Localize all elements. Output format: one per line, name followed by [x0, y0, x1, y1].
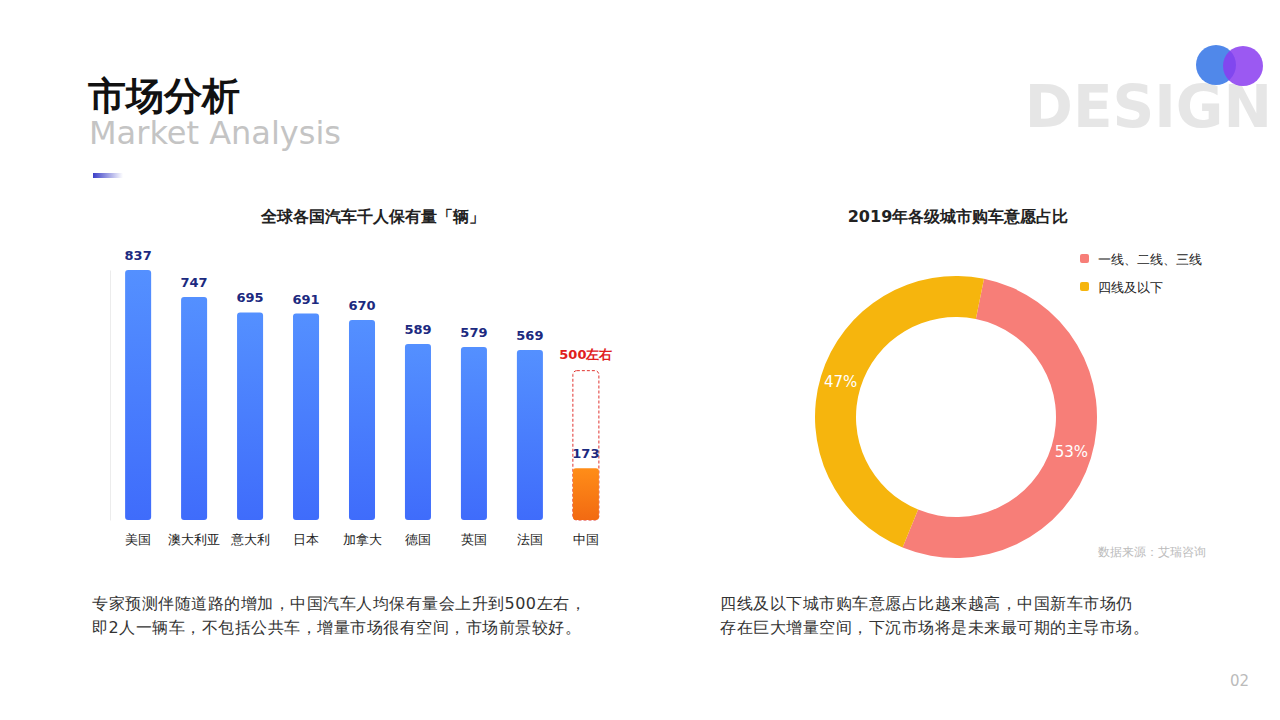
x-tick: 中国: [573, 520, 599, 547]
page-number: 02: [1230, 672, 1249, 690]
bar: [293, 314, 319, 520]
x-tick: 加拿大: [343, 520, 382, 547]
header-accent: [93, 173, 123, 178]
legend-swatch: [1080, 254, 1089, 263]
legend-swatch: [1080, 282, 1089, 291]
data-label: 670: [348, 298, 375, 313]
legend-item: 一线、二线、三线: [1080, 252, 1202, 267]
data-label: 173: [572, 446, 599, 461]
x-tick: 日本: [293, 520, 319, 547]
y-axis-line: [110, 271, 111, 521]
x-tick-label: 法国: [517, 532, 543, 547]
bar: [461, 347, 487, 520]
slice: [903, 279, 1097, 558]
y-axis: [110, 271, 112, 521]
bars: [125, 270, 599, 520]
legend: 一线、二线、三线四线及以下: [1080, 252, 1202, 295]
legend-label: 四线及以下: [1098, 280, 1163, 295]
x-axis: 美国 澳大利亚意大利 日本 加拿大 德国 英国 法国 中国: [125, 520, 599, 547]
slide: DESIGN市场分析Market Analysis全球各国汽车千人保有量「辆」5…: [0, 0, 1280, 720]
slice-label: 47%: [824, 373, 857, 391]
annotation-box: [573, 371, 599, 520]
bar: [405, 344, 431, 520]
data-label: 579: [460, 325, 487, 340]
caption: 即2人一辆车，不包括公共车，增量市场很有空间，市场前景较好。: [92, 618, 581, 637]
x-tick-label: 澳大利亚: [168, 532, 220, 547]
bar: [237, 312, 263, 520]
x-tick: 澳大利亚: [168, 520, 220, 547]
bar: [125, 270, 151, 520]
x-tick-label: 意大利: [230, 532, 270, 547]
x-tick: 英国: [461, 520, 487, 547]
donut-labels: 53% 47%: [824, 373, 1088, 461]
page-title: 市场分析: [88, 74, 240, 118]
x-tick-label: 中国: [573, 532, 599, 547]
legend-item: 四线及以下: [1080, 280, 1163, 295]
x-tick: 法国: [517, 520, 543, 547]
bar: [181, 297, 207, 520]
data-label: 569: [516, 328, 543, 343]
donut: [815, 276, 1097, 558]
data-label: 691: [292, 292, 319, 307]
chart-title: 全球各国汽车千人保有量「辆」: [260, 207, 485, 226]
annotation-label: 500左右: [559, 347, 612, 362]
x-tick-label: 英国: [461, 532, 487, 547]
caption: 存在巨大增量空间，下沉市场将是未来最可期的主导市场。: [720, 618, 1149, 637]
bar: [573, 468, 599, 520]
legend-label: 一线、二线、三线: [1098, 252, 1202, 267]
source-note: 数据来源：艾瑞咨询: [1098, 545, 1206, 559]
data-label: 695: [236, 290, 263, 305]
bar: [349, 320, 375, 520]
x-tick-label: 加拿大: [343, 532, 382, 547]
x-tick: 德国: [405, 520, 431, 547]
x-tick: 意大利: [230, 520, 270, 547]
chart-title: 2019年各级城市购车意愿占比: [848, 207, 1069, 226]
caption: 四线及以下城市购车意愿占比越来越高，中国新车市场仍: [720, 594, 1133, 613]
data-label: 747: [181, 275, 208, 290]
data-labels: 837 747 695 691 670 589 579 569 173: [125, 248, 600, 461]
x-tick-label: 美国: [125, 532, 151, 547]
data-label: 837: [125, 248, 152, 263]
x-tick: 美国: [125, 520, 151, 547]
bar: [517, 350, 543, 520]
x-tick-label: 日本: [293, 532, 319, 547]
page-subtitle: Market Analysis: [89, 114, 341, 152]
slice: [815, 276, 984, 547]
data-label: 589: [404, 322, 431, 337]
caption: 专家预测伴随道路的增加，中国汽车人均保有量会上升到500左右，: [92, 594, 586, 613]
x-tick-label: 德国: [405, 532, 431, 547]
deco-circle-purple: [1223, 46, 1263, 86]
slice-label: 53%: [1055, 443, 1088, 461]
